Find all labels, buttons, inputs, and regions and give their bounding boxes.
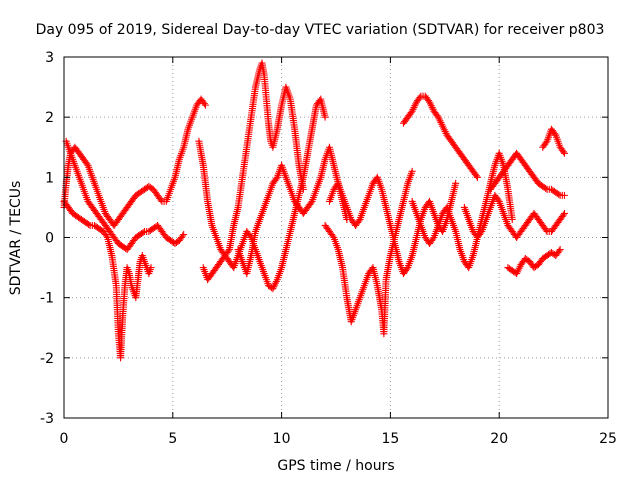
data-point	[477, 229, 485, 237]
series-2	[62, 137, 188, 254]
data-marks	[60, 59, 568, 362]
y-tick-label: 2	[45, 110, 54, 126]
data-point	[452, 179, 460, 187]
y-tick-label: -1	[40, 291, 54, 307]
data-point	[179, 232, 187, 240]
data-point	[542, 139, 550, 147]
data-point	[560, 209, 568, 217]
data-point	[355, 217, 363, 225]
data-point	[556, 246, 564, 254]
series-4	[195, 59, 307, 260]
data-point	[508, 215, 516, 223]
series-11	[460, 191, 568, 241]
data-point	[472, 172, 480, 180]
series-13	[504, 246, 564, 278]
x-tick-label: 10	[273, 431, 291, 447]
data-point	[416, 94, 424, 102]
data-point	[321, 113, 329, 121]
data-point	[329, 232, 337, 240]
data-point	[200, 100, 208, 108]
data-point	[224, 247, 232, 255]
data-point	[408, 167, 416, 175]
series-8	[325, 173, 460, 278]
x-tick-label: 5	[168, 431, 177, 447]
data-point	[157, 196, 165, 204]
series-5	[199, 95, 329, 293]
data-point	[180, 230, 188, 238]
data-point	[542, 184, 550, 192]
series-3	[60, 197, 155, 362]
data-point	[542, 226, 550, 234]
chart-title: Day 095 of 2019, Sidereal Day-to-day VTE…	[36, 22, 605, 38]
x-tick-label: 25	[599, 431, 617, 447]
data-point	[139, 228, 147, 236]
data-point	[560, 149, 568, 157]
data-point	[551, 130, 559, 138]
data-point	[555, 190, 563, 198]
series-12	[486, 149, 568, 199]
data-point	[403, 265, 411, 273]
axis-ticks	[63, 56, 609, 419]
y-tick-label: 3	[45, 50, 54, 66]
data-point	[147, 264, 155, 272]
data-point	[83, 160, 91, 168]
data-point	[560, 191, 568, 199]
data-point	[201, 101, 209, 109]
data-point	[429, 235, 437, 243]
data-point	[494, 196, 502, 204]
x-tick-labels: 0 5 10 15 20 25	[60, 431, 617, 447]
y-tick-label: 0	[45, 231, 54, 247]
x-tick-label: 20	[490, 431, 508, 447]
y-tick-labels: -3 -2 -1 0 1 2 3	[40, 50, 54, 427]
data-point	[555, 247, 563, 255]
x-tick-label: 15	[381, 431, 399, 447]
x-axis-label: GPS time / hours	[277, 458, 394, 474]
y-axis-label: SDTVAR / TECUs	[8, 181, 24, 296]
y-tick-label: 1	[45, 170, 54, 186]
series-7	[321, 167, 416, 338]
data-point	[85, 220, 93, 228]
series-9	[399, 92, 481, 181]
y-tick-label: -2	[40, 351, 54, 367]
data-point	[559, 211, 567, 219]
data-point	[559, 148, 567, 156]
data-point	[272, 175, 280, 183]
x-tick-label: 0	[60, 431, 69, 447]
series-14	[539, 125, 568, 157]
data-point	[307, 199, 315, 207]
data-point	[102, 232, 110, 240]
data-point	[473, 173, 481, 181]
y-tick-label: -3	[40, 411, 54, 427]
